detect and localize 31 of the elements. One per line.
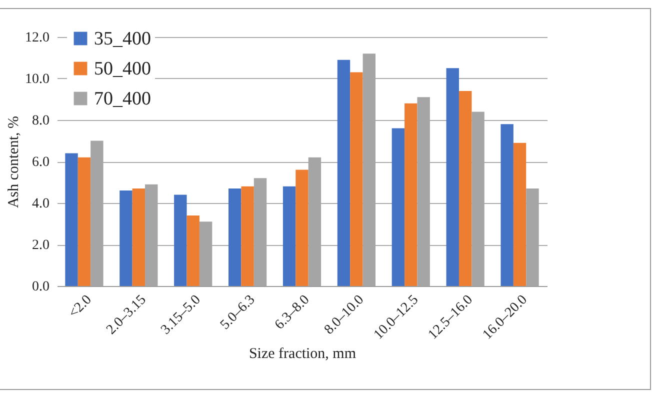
bar — [350, 72, 363, 286]
y-tick-label: 4.0 — [32, 196, 50, 212]
bar — [404, 103, 418, 286]
y-tick-label: 0.0 — [32, 280, 50, 294]
y-axis-title: Ash content, % — [6, 116, 22, 208]
bar — [65, 153, 78, 286]
bar — [228, 188, 242, 286]
bar — [78, 157, 91, 286]
bar — [241, 186, 254, 286]
bar — [500, 124, 514, 286]
x-tick-label: <2.0 — [66, 292, 95, 322]
y-tick-label: 6.0 — [32, 155, 50, 170]
bar — [392, 128, 405, 286]
bar — [513, 142, 526, 286]
bar — [282, 186, 296, 286]
y-tick-label: 8.0 — [32, 114, 50, 128]
x-axis-title: Size fraction, mm — [248, 346, 356, 362]
bar — [174, 194, 187, 286]
y-tick-label: 2.0 — [32, 238, 50, 253]
bar — [458, 90, 472, 286]
bar — [296, 170, 308, 286]
bar — [337, 60, 350, 286]
bar — [446, 68, 459, 286]
bar — [186, 215, 200, 286]
legend-label: 70_400 — [94, 88, 151, 110]
bar — [132, 188, 146, 286]
legend-label: 35_400 — [94, 28, 151, 50]
bar — [120, 190, 132, 286]
y-tick-label: 10.0 — [25, 72, 50, 87]
legend-label: 50_400 — [94, 58, 151, 80]
y-tick-label: 12.0 — [25, 30, 50, 46]
